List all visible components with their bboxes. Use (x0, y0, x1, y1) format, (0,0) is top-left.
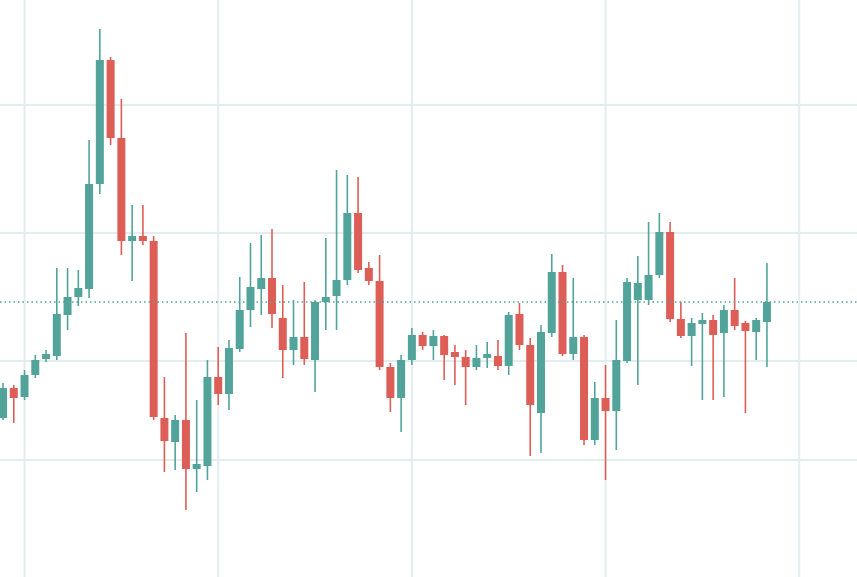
candle-body (461, 357, 470, 367)
candle-body (171, 420, 180, 442)
candle-body (536, 332, 545, 413)
candle-body (364, 268, 373, 281)
candle-body (515, 314, 524, 345)
candle-body (612, 360, 621, 411)
candle-body (762, 302, 771, 322)
candle-body (63, 297, 72, 315)
candle-body (289, 337, 298, 350)
candle-body (106, 60, 115, 138)
candle-body (601, 398, 610, 411)
candle-body (472, 358, 481, 367)
candle-body (300, 337, 309, 359)
candle-body (526, 345, 535, 405)
candle-body (397, 360, 406, 398)
candle-body (504, 315, 513, 366)
candle-body (386, 367, 395, 398)
candle-body (354, 213, 363, 270)
candle-body (418, 335, 427, 346)
candle-body (623, 282, 632, 361)
candle-body (752, 320, 761, 332)
candle-body (224, 348, 233, 394)
candle-body (483, 354, 492, 358)
candle-body (321, 297, 330, 302)
candle-body (741, 323, 750, 331)
candle-body (20, 375, 29, 397)
candle-body (117, 138, 126, 241)
candle-body (95, 60, 104, 184)
candle-body (85, 184, 94, 289)
candle-body (644, 275, 653, 300)
candle-body (676, 319, 685, 336)
candle-body (569, 337, 578, 354)
candle-body (429, 336, 438, 346)
candle-body (74, 288, 83, 297)
candle-body (268, 278, 277, 314)
candle-body (235, 310, 244, 349)
candle-body (52, 314, 61, 356)
candle-body (687, 323, 696, 336)
candle-body (246, 287, 255, 310)
candle-body (558, 272, 567, 354)
candle-body (214, 377, 223, 394)
candle-body (149, 241, 158, 417)
candle-body (440, 336, 449, 355)
candle-body (730, 310, 739, 326)
candle-body (633, 283, 642, 300)
candle-body (128, 236, 137, 241)
candle-body (160, 418, 169, 441)
candle-body (450, 352, 459, 357)
candle-body (698, 320, 707, 324)
candle-body (311, 302, 320, 360)
candle-body (709, 320, 718, 335)
candle-body (42, 354, 51, 359)
candle-body (192, 464, 201, 469)
candle-body (655, 232, 664, 275)
candle-body (257, 278, 266, 289)
candle-body (31, 360, 40, 375)
candle-body (580, 337, 589, 440)
candle-body (493, 356, 502, 366)
candle-body (9, 388, 18, 398)
candle-body (547, 272, 556, 333)
candle-body (278, 318, 287, 350)
candle-body (407, 335, 416, 360)
candle-body (590, 398, 599, 440)
candle-body (719, 310, 728, 333)
candle-body (181, 420, 190, 469)
candle-body (343, 213, 352, 280)
candle-body (203, 377, 212, 466)
candle-body (666, 232, 675, 319)
candle-body (138, 236, 147, 241)
candle-body (375, 281, 384, 367)
candle-body (0, 388, 8, 418)
candle-body (332, 280, 341, 296)
